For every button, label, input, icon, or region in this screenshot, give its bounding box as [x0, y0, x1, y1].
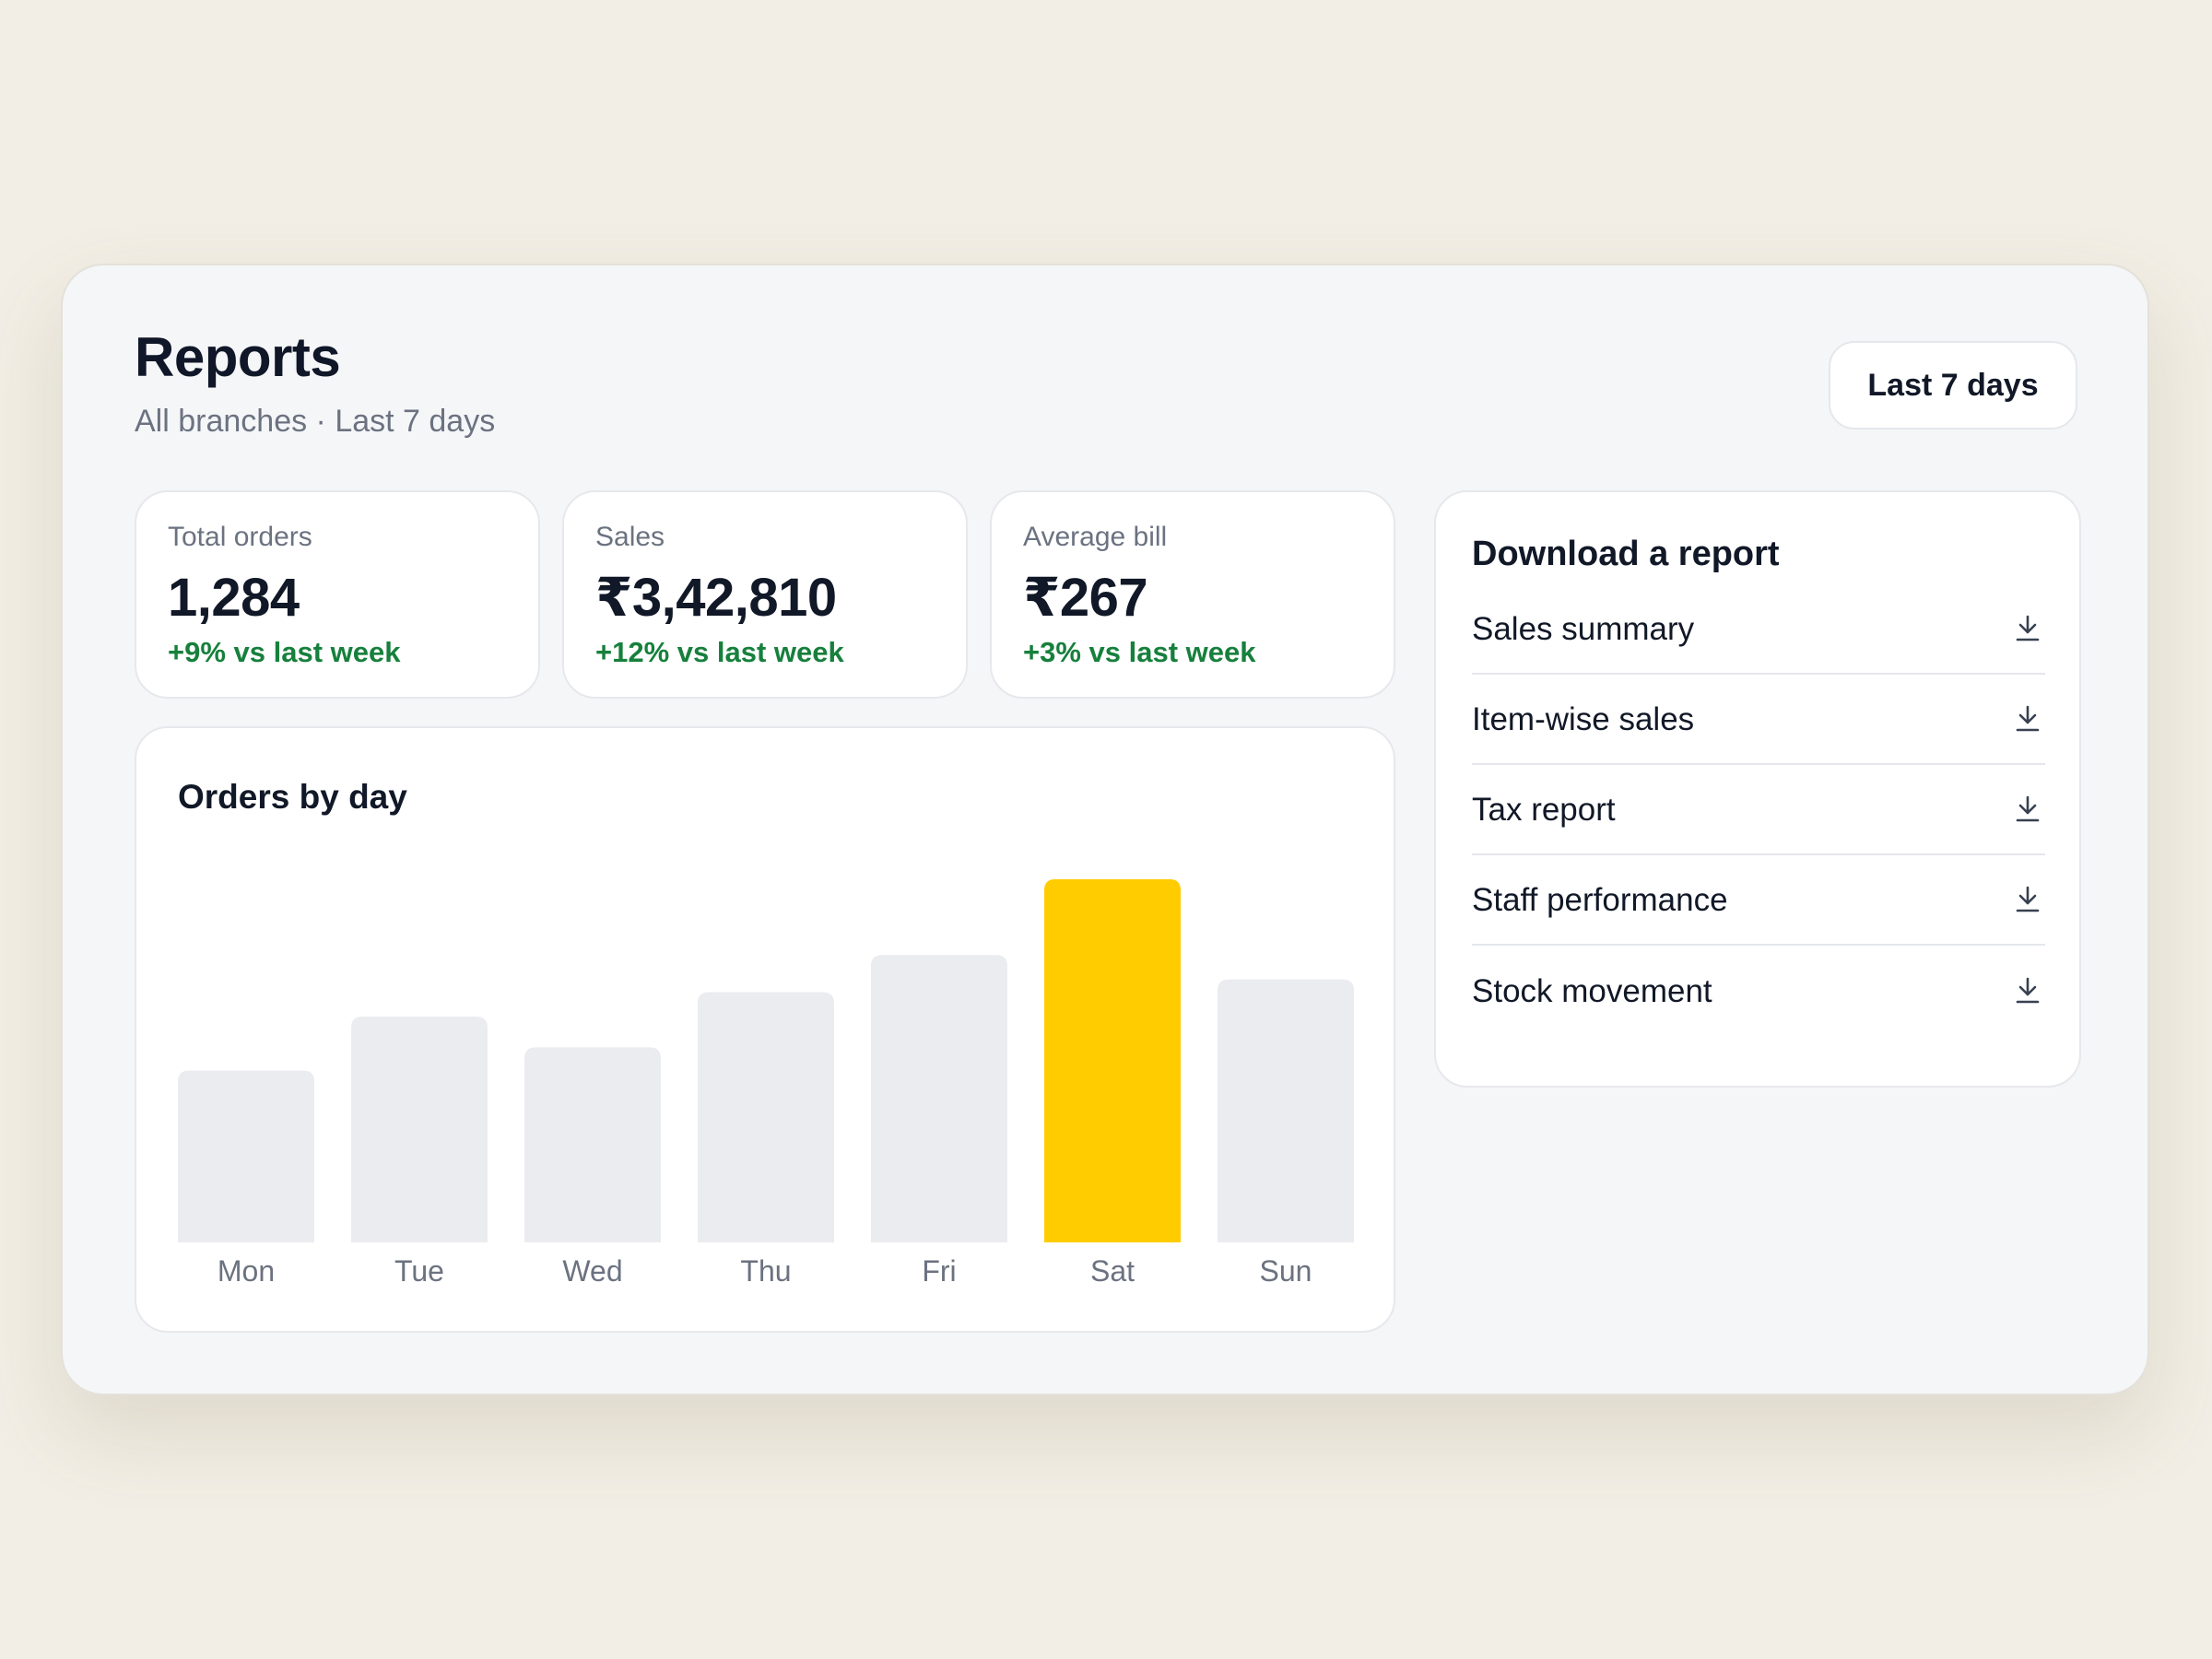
bar-tue [351, 1016, 488, 1242]
stat-card-total-orders: Total orders 1,284 +9% vs last week [135, 490, 540, 699]
download-icon[interactable] [2012, 975, 2043, 1006]
download-report-title: Download a report [1472, 535, 1780, 573]
tick-label-wed: Wed [562, 1254, 622, 1288]
report-item-sales-summary[interactable]: Sales summary [1472, 584, 2045, 675]
tick-label-thu: Thu [740, 1254, 791, 1288]
stat-value: ₹3,42,810 [595, 568, 837, 628]
tick-label-mon: Mon [218, 1254, 275, 1288]
page-title: Reports [135, 326, 341, 388]
download-icon[interactable] [2012, 613, 2043, 644]
tick-label-fri: Fri [922, 1254, 956, 1288]
stat-label: Total orders [168, 522, 312, 552]
report-item-label: Sales summary [1472, 610, 1695, 647]
bar-wed [524, 1047, 661, 1242]
date-range-button[interactable]: Last 7 days [1829, 341, 2077, 429]
download-report-card: Download a report Sales summary Item-wis… [1434, 490, 2081, 1088]
report-item-label: Tax report [1472, 791, 1616, 828]
download-icon[interactable] [2012, 884, 2043, 915]
stat-change: +12% vs last week [595, 636, 844, 668]
report-item-item-wise-sales[interactable]: Item-wise sales [1472, 675, 2045, 765]
report-item-staff-performance[interactable]: Staff performance [1472, 855, 2045, 946]
stat-value: ₹267 [1023, 568, 1148, 628]
bar-thu [698, 992, 834, 1242]
orders-bar-chart: Mon Tue Wed Thu Fri Sat Sun [178, 879, 1354, 1288]
stat-card-average-bill: Average bill ₹267 +3% vs last week [990, 490, 1395, 699]
bar-mon [178, 1070, 314, 1242]
orders-by-day-card: Orders by day Mon Tue Wed Thu Fri Sat Sun [135, 726, 1395, 1333]
bar-sat [1044, 879, 1181, 1242]
stat-value: 1,284 [168, 568, 300, 628]
stat-label: Average bill [1023, 522, 1168, 552]
stat-change: +9% vs last week [168, 636, 401, 668]
stat-card-sales: Sales ₹3,42,810 +12% vs last week [562, 490, 968, 699]
download-icon[interactable] [2012, 703, 2043, 735]
report-item-tax-report[interactable]: Tax report [1472, 765, 2045, 855]
tick-label-sat: Sat [1090, 1254, 1135, 1288]
stat-change: +3% vs last week [1023, 636, 1256, 668]
page-subtitle: All branches · Last 7 days [135, 404, 496, 439]
reports-panel: Reports All branches · Last 7 days Last … [61, 264, 2149, 1395]
report-item-label: Item-wise sales [1472, 700, 1695, 737]
report-item-label: Staff performance [1472, 881, 1728, 918]
report-list: Sales summary Item-wise sales Tax report… [1472, 584, 2045, 1036]
download-icon[interactable] [2012, 794, 2043, 825]
bar-fri [871, 955, 1007, 1242]
stat-label: Sales [595, 522, 665, 552]
tick-label-sun: Sun [1260, 1254, 1312, 1288]
chart-title: Orders by day [178, 778, 407, 816]
report-item-label: Stock movement [1472, 972, 1712, 1009]
report-item-stock-movement[interactable]: Stock movement [1472, 946, 2045, 1036]
bar-sun [1218, 979, 1354, 1242]
tick-label-tue: Tue [394, 1254, 444, 1288]
